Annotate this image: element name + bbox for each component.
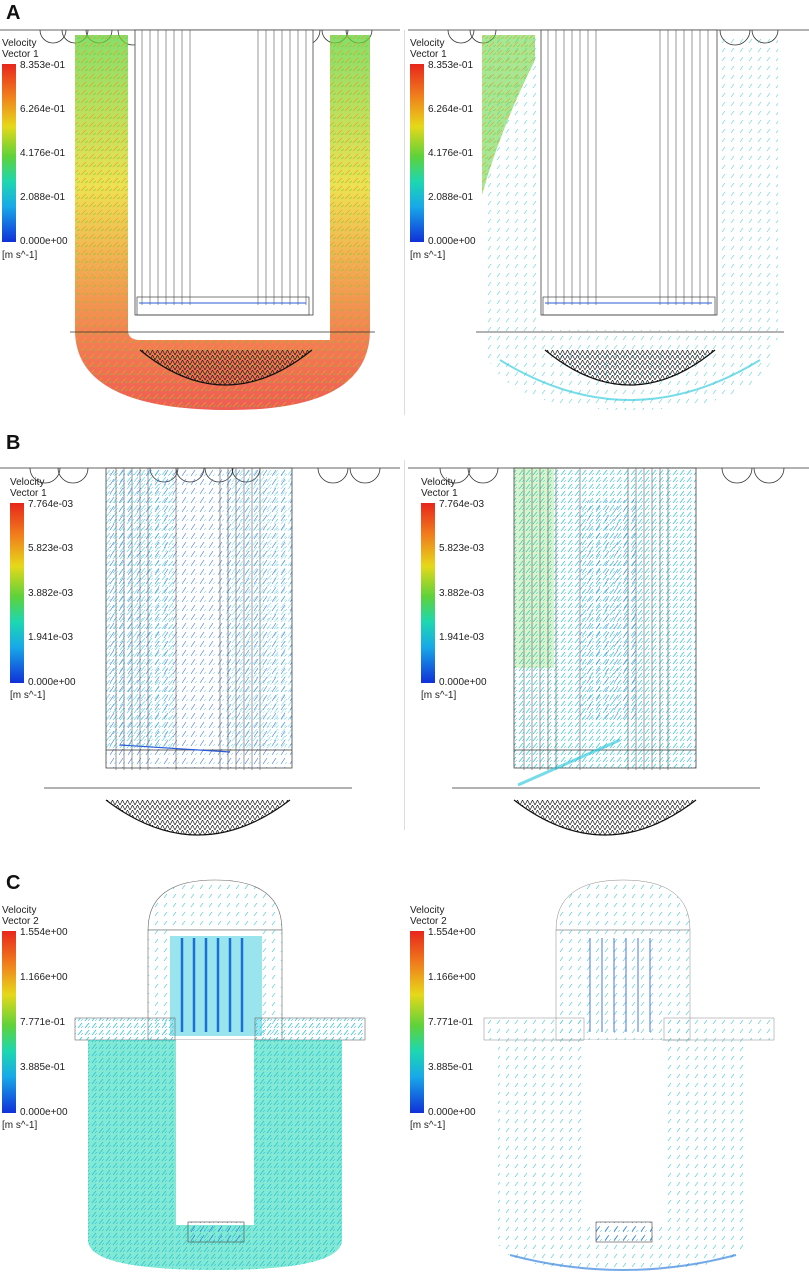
legend-unit: [m s^-1] [410, 1120, 446, 1131]
divider-b [404, 460, 405, 830]
legend-title: Velocity Vector 1 [410, 38, 447, 60]
legend-unit: [m s^-1] [410, 250, 446, 261]
legend-unit: [m s^-1] [10, 690, 46, 701]
legend-tick: 3.882e-03 [439, 588, 485, 599]
legend-b-left: Velocity Vector 1 7.764e-03 5.823e-03 3.… [10, 477, 90, 707]
color-scale-bar [2, 64, 16, 242]
legend-tick: 7.764e-03 [439, 499, 485, 510]
legend-tick: 1.554e+00 [20, 927, 68, 938]
legend-unit: [m s^-1] [2, 1120, 38, 1131]
color-scale-bar [421, 503, 435, 683]
legend-a-left: Velocity Vector 1 8.353e-01 6.264e-01 4.… [2, 38, 82, 268]
legend-tick: 3.885e-01 [428, 1062, 474, 1073]
legend-tick: 7.764e-03 [28, 499, 74, 510]
color-scale-bar [410, 64, 424, 242]
legend-a-right: Velocity Vector 1 8.353e-01 6.264e-01 4.… [410, 38, 490, 268]
panel-b-left-field [0, 467, 400, 836]
legend-tick: 0.000e+00 [20, 236, 68, 247]
legend-c-right: Velocity Vector 2 1.554e+00 1.166e+00 7.… [410, 905, 490, 1135]
legend-unit: [m s^-1] [2, 250, 38, 261]
legend-b-right: Velocity Vector 1 7.764e-03 5.823e-03 3.… [421, 477, 501, 707]
panel-label-c: C [6, 872, 21, 894]
legend-tick: 2.088e-01 [428, 192, 474, 203]
color-scale-bar [10, 503, 24, 683]
panel-label-a: A [6, 2, 21, 24]
legend-tick: 3.882e-03 [28, 588, 74, 599]
panel-label-b: B [6, 432, 21, 454]
legend-tick: 1.166e+00 [428, 972, 476, 983]
panel-c-left-field [74, 879, 366, 1270]
legend-tick: 1.554e+00 [428, 927, 476, 938]
legend-tick: 0.000e+00 [439, 677, 487, 688]
legend-tick: 6.264e-01 [20, 104, 66, 115]
legend-tick: 5.823e-03 [28, 543, 74, 554]
legend-title: Velocity Vector 1 [2, 38, 39, 60]
legend-c-left: Velocity Vector 2 1.554e+00 1.166e+00 7.… [2, 905, 82, 1135]
legend-tick: 3.885e-01 [20, 1062, 66, 1073]
legend-tick: 4.176e-01 [428, 148, 474, 159]
legend-tick: 2.088e-01 [20, 192, 66, 203]
color-scale-bar [410, 931, 424, 1113]
legend-title: Velocity Vector 1 [421, 477, 458, 499]
legend-unit: [m s^-1] [421, 690, 457, 701]
legend-tick: 8.353e-01 [428, 60, 474, 71]
legend-title: Velocity Vector 2 [2, 905, 39, 927]
legend-tick: 6.264e-01 [428, 104, 474, 115]
legend-tick: 0.000e+00 [28, 677, 76, 688]
legend-tick: 7.771e-01 [428, 1017, 474, 1028]
legend-title: Velocity Vector 1 [10, 477, 47, 499]
divider-a [404, 30, 405, 415]
color-scale-bar [2, 931, 16, 1113]
legend-tick: 0.000e+00 [428, 236, 476, 247]
legend-tick: 7.771e-01 [20, 1017, 66, 1028]
legend-title: Velocity Vector 2 [410, 905, 447, 927]
legend-tick: 8.353e-01 [20, 60, 66, 71]
panel-a-right-field [408, 29, 809, 410]
legend-tick: 1.941e-03 [439, 632, 485, 643]
legend-tick: 0.000e+00 [428, 1107, 476, 1118]
legend-tick: 1.166e+00 [20, 972, 68, 983]
panel-c-right-field [483, 879, 775, 1271]
legend-tick: 4.176e-01 [20, 148, 66, 159]
legend-tick: 0.000e+00 [20, 1107, 68, 1118]
panel-a-left-field [0, 29, 400, 410]
panel-b-right-field [408, 467, 809, 836]
legend-tick: 5.823e-03 [439, 543, 485, 554]
legend-tick: 1.941e-03 [28, 632, 74, 643]
